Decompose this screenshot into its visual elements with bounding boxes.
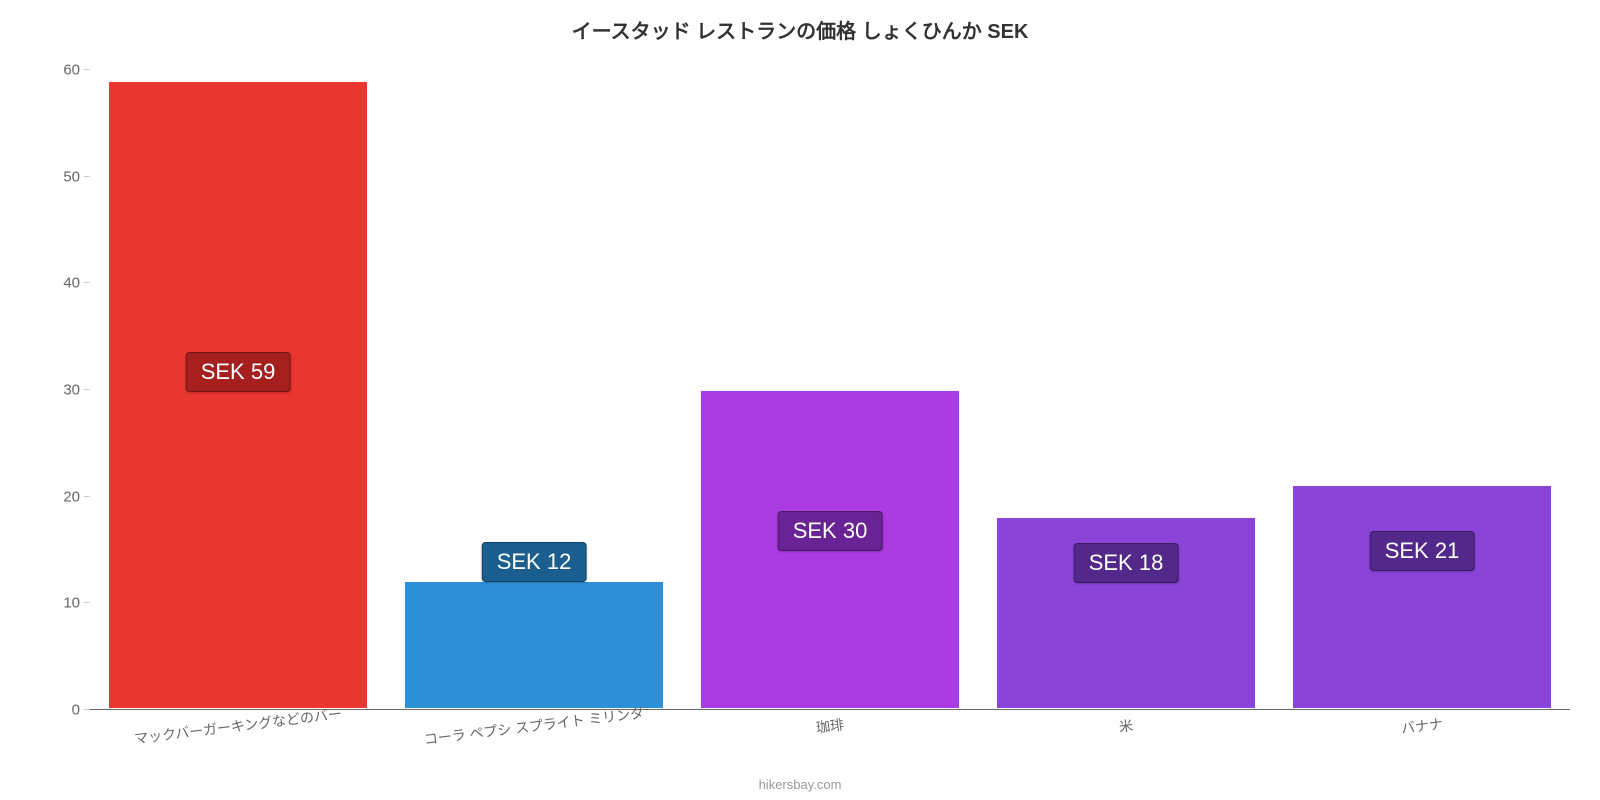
x-axis-label: 米: [1118, 715, 1134, 737]
x-label-slot: マックバーガーキングなどのバー: [90, 710, 386, 800]
y-tick-label: 40: [63, 275, 80, 292]
bar: SEK 30: [700, 390, 960, 710]
value-badge: SEK 21: [1370, 531, 1475, 571]
plot-area: SEK 59 SEK 12 SEK 30 SEK 18 SEK 21: [90, 70, 1570, 710]
chart-title: イースタッド レストランの価格 しょくひんか SEK: [0, 15, 1600, 44]
y-tick-label: 50: [63, 168, 80, 185]
bar-slot: SEK 18: [978, 70, 1274, 709]
chart-container: イースタッド レストランの価格 しょくひんか SEK 0 10 20 30 40 50 60…: [0, 0, 1600, 800]
bar-slot: SEK 30: [682, 70, 978, 709]
value-badge: SEK 18: [1074, 543, 1179, 583]
value-badge: SEK 30: [778, 511, 883, 551]
y-tick-label: 20: [63, 488, 80, 505]
value-badge: SEK 12: [482, 542, 587, 582]
bar-slot: SEK 59: [90, 70, 386, 709]
value-badge: SEK 59: [186, 352, 291, 392]
y-tick-label: 0: [72, 702, 80, 719]
attribution: hikersbay.com: [759, 777, 842, 792]
x-label-slot: 米: [978, 710, 1274, 800]
x-axis-label: バナナ: [1400, 714, 1444, 739]
x-axis-label: 珈琲: [815, 714, 845, 737]
bar: SEK 59: [108, 81, 368, 709]
x-axis-label: コーラ ペプシ スプライト ミリンダ: [423, 703, 645, 750]
bar: SEK 21: [1292, 485, 1552, 709]
x-label-slot: バナナ: [1274, 710, 1570, 800]
bar: SEK 12: [404, 581, 664, 709]
bar-slot: SEK 12: [386, 70, 682, 709]
bar-slot: SEK 21: [1274, 70, 1570, 709]
x-axis-label: マックバーガーキングなどのバー: [133, 703, 343, 748]
bars-wrap: SEK 59 SEK 12 SEK 30 SEK 18 SEK 21: [90, 70, 1570, 709]
y-tick-label: 60: [63, 62, 80, 79]
y-tick-label: 10: [63, 595, 80, 612]
y-axis: 0102030405060: [0, 70, 90, 710]
bar: SEK 18: [996, 517, 1256, 709]
y-tick-label: 30: [63, 382, 80, 399]
x-label-slot: コーラ ペプシ スプライト ミリンダ: [386, 710, 682, 800]
